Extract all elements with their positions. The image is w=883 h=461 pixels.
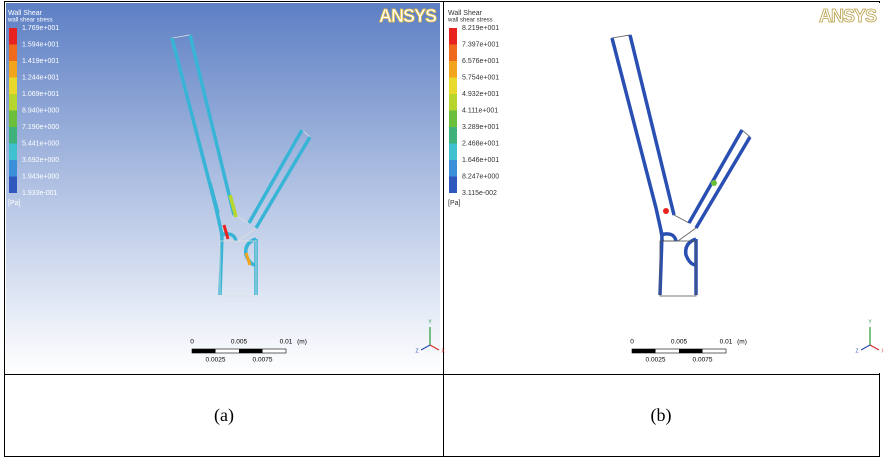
legend-band <box>9 94 17 111</box>
legend-unit: [Pa] <box>8 200 21 207</box>
scale-label: 0.0025 <box>646 357 666 364</box>
axis-label: Z <box>415 348 418 354</box>
legend-band <box>9 28 17 45</box>
hotspot <box>663 208 669 214</box>
legend-unit: [Pa] <box>448 200 461 207</box>
legend-band <box>449 111 457 128</box>
scale-bar-segment <box>192 349 216 353</box>
legend-band <box>449 78 457 95</box>
legend-band <box>9 127 17 144</box>
figure: ANSYSWall Shearwall shear stress1.769e+0… <box>0 0 883 461</box>
legend-label: 5.754e+001 <box>462 74 499 81</box>
legend-label: 4.932e+001 <box>462 91 499 98</box>
legend-label: 8.247e+000 <box>462 173 499 180</box>
scale-label: 0.01 <box>280 339 293 346</box>
scale-label: 0.0025 <box>206 357 226 364</box>
legend-label: 1.419e+001 <box>22 58 59 65</box>
logo: ANSYS <box>379 6 437 26</box>
caption: (b) <box>651 405 672 426</box>
scale-label: 0.01 <box>720 339 733 346</box>
legend-label: 1.769e+001 <box>22 25 59 32</box>
scale-label: 0.005 <box>671 339 688 346</box>
legend-band <box>9 61 17 78</box>
axis-label: Z <box>855 348 858 354</box>
legend-label: 7.190e+000 <box>22 124 59 131</box>
scale-label: 0.0075 <box>253 357 273 364</box>
legend-label: 3.289e+001 <box>462 124 499 131</box>
legend-label: 3.115e-002 <box>462 190 497 197</box>
render-background <box>6 3 440 373</box>
scale-bar-segment <box>632 349 656 353</box>
hotspot <box>711 180 717 186</box>
caption: (a) <box>214 405 234 426</box>
scale-label: 0.0075 <box>693 357 713 364</box>
scale-label: 0 <box>630 339 634 346</box>
legend-label: 5.441e+000 <box>22 140 59 147</box>
legend-label: 1.069e+001 <box>22 91 59 98</box>
legend-label: 1.244e+001 <box>22 74 59 81</box>
legend-band <box>9 78 17 95</box>
legend-label: 6.576e+001 <box>462 58 499 65</box>
legend-band <box>449 45 457 62</box>
legend-label: 3.692e+000 <box>22 157 59 164</box>
legend-title: Wall Shear <box>8 10 43 17</box>
legend-band <box>449 94 457 111</box>
legend-band <box>449 144 457 161</box>
legend-subtitle: wall shear stress <box>7 18 53 24</box>
legend-label: 1.933e-001 <box>22 190 58 197</box>
legend-label: 1.646e+001 <box>462 157 499 164</box>
legend-label: 7.397e+001 <box>462 41 499 48</box>
legend-band <box>9 111 17 128</box>
legend-band <box>449 127 457 144</box>
legend-label: 8.940e+000 <box>22 107 59 114</box>
axis-label: X <box>441 348 445 354</box>
legend-label: 1.594e+001 <box>22 41 59 48</box>
legend-label: 1.943e+000 <box>22 173 59 180</box>
legend-label: 2.468e+001 <box>462 140 499 147</box>
legend-subtitle: wall shear stress <box>447 18 493 24</box>
legend-band <box>449 160 457 177</box>
legend-band <box>449 61 457 78</box>
legend-band <box>9 144 17 161</box>
legend-band <box>449 28 457 45</box>
legend-title: Wall Shear <box>448 10 483 17</box>
logo: ANSYS <box>819 6 877 26</box>
scale-label: 0.005 <box>231 339 248 346</box>
scale-bar-segment <box>679 349 703 353</box>
legend-band <box>9 45 17 62</box>
scale-label: (m) <box>737 339 747 346</box>
scale-label: 0 <box>190 339 194 346</box>
legend-band <box>9 177 17 194</box>
scale-bar-segment <box>239 349 263 353</box>
legend-label: 8.219e+001 <box>462 25 499 32</box>
render-background <box>446 3 880 373</box>
scale-label: (m) <box>297 339 307 346</box>
legend-label: 4.111e+001 <box>462 107 498 114</box>
legend-band <box>9 160 17 177</box>
legend-band <box>449 177 457 194</box>
